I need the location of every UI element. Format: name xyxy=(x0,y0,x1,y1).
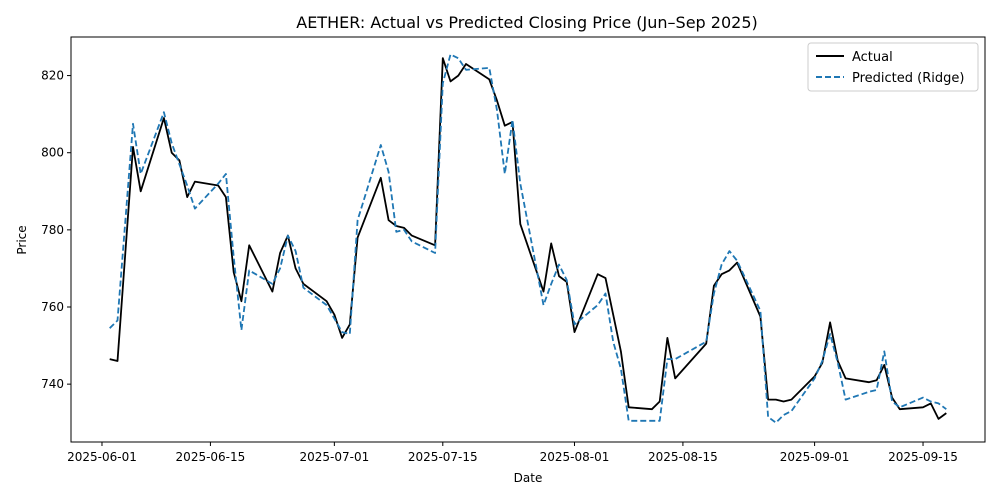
y-tick-label: 820 xyxy=(41,69,64,83)
x-axis: 2025-06-01 2025-06-15 2025-07-01 2025-07-15… xyxy=(67,442,958,464)
y-tick-label: 800 xyxy=(41,146,64,160)
legend-label-actual: Actual xyxy=(852,50,893,65)
y-tick-label: 780 xyxy=(41,223,64,237)
x-tick-label: 2025-08-15 xyxy=(648,450,718,464)
x-axis-title: Date xyxy=(514,471,543,485)
x-tick-label: 2025-07-15 xyxy=(408,450,478,464)
x-tick-label: 2025-07-01 xyxy=(299,450,369,464)
legend-label-predicted: Predicted (Ridge) xyxy=(852,71,964,86)
plot-frame xyxy=(70,36,986,443)
y-tick-label: 760 xyxy=(41,300,64,314)
legend-box xyxy=(807,42,979,92)
series-line-predicted xyxy=(109,53,947,424)
chart-title: AETHER: Actual vs Predicted Closing Pric… xyxy=(296,13,758,32)
legend: Actual Predicted (Ridge) xyxy=(807,42,979,92)
x-tick-label: 2025-06-01 xyxy=(67,450,137,464)
x-tick-label: 2025-06-15 xyxy=(176,450,246,464)
x-tick-label: 2025-08-01 xyxy=(540,450,610,464)
x-tick-label: 2025-09-01 xyxy=(780,450,850,464)
y-tick-label: 740 xyxy=(41,377,64,391)
y-axis-title: Price xyxy=(15,225,29,254)
y-axis: 740 760 780 800 820 xyxy=(41,69,71,391)
x-tick-label: 2025-09-15 xyxy=(888,450,958,464)
plot-area xyxy=(70,36,986,443)
